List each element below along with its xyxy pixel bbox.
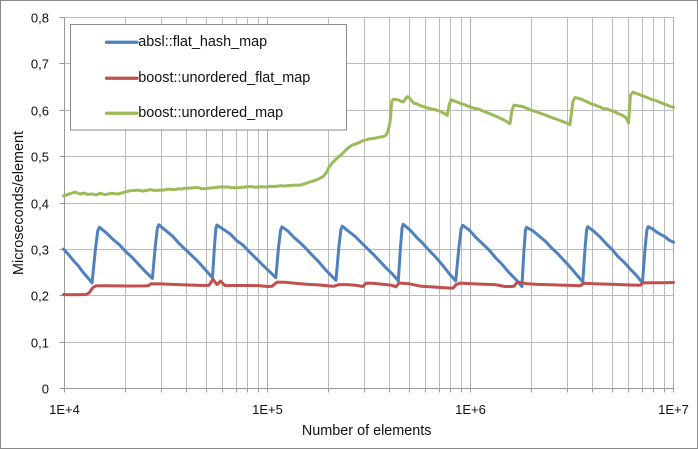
- svg-text:1E+4: 1E+4: [49, 402, 80, 417]
- svg-text:0,5: 0,5: [31, 150, 49, 165]
- svg-text:absl::flat_hash_map: absl::flat_hash_map: [138, 34, 267, 50]
- svg-text:0,8: 0,8: [31, 11, 49, 26]
- svg-text:0: 0: [42, 382, 49, 397]
- svg-text:boost::unordered_map: boost::unordered_map: [138, 105, 283, 121]
- svg-text:1E+7: 1E+7: [658, 402, 689, 417]
- svg-text:0,6: 0,6: [31, 104, 49, 119]
- svg-text:0,4: 0,4: [31, 197, 49, 212]
- svg-text:0,2: 0,2: [31, 289, 49, 304]
- svg-text:0,3: 0,3: [31, 243, 49, 258]
- svg-text:1E+6: 1E+6: [455, 402, 486, 417]
- svg-text:0,7: 0,7: [31, 57, 49, 72]
- svg-text:0,1: 0,1: [31, 336, 49, 351]
- svg-text:Microseconds/element: Microseconds/element: [11, 131, 27, 275]
- svg-text:Number of elements: Number of elements: [302, 423, 432, 439]
- svg-text:boost::unordered_flat_map: boost::unordered_flat_map: [138, 70, 310, 86]
- svg-text:1E+5: 1E+5: [252, 402, 283, 417]
